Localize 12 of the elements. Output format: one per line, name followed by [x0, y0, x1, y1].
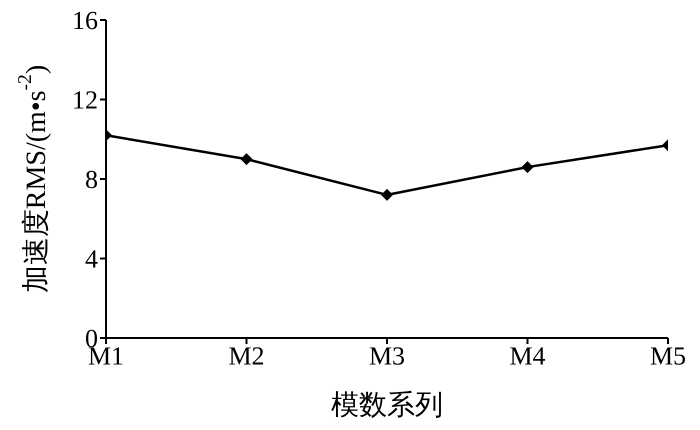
- x-tick-label: M2: [228, 341, 265, 370]
- y-tick-label: 4: [85, 244, 98, 274]
- point: [381, 188, 393, 201]
- point: [522, 161, 534, 174]
- y-tick-label: 8: [85, 165, 98, 194]
- y-tick-label: 12: [72, 86, 98, 115]
- point: [240, 153, 252, 166]
- y-tick-label: 16: [72, 6, 98, 36]
- x-axis-title: 模数系列: [331, 390, 443, 421]
- x-tick-label: M3: [368, 341, 406, 370]
- x-tick-label: M5: [650, 341, 686, 370]
- x-tick-label: M4: [509, 341, 546, 370]
